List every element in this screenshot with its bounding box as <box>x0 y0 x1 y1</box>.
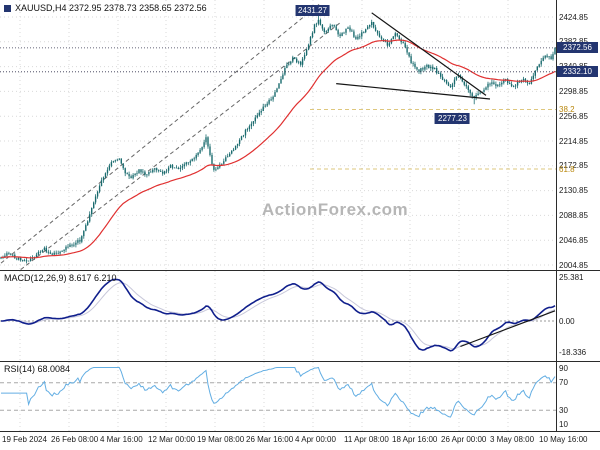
price-axis-label: 2004.85 <box>559 260 588 270</box>
macd-title: MACD(12,26,9) 8.617 6.210 <box>4 273 117 283</box>
time-axis-label: 4 Mar 16:00 <box>100 435 143 444</box>
macd-trendline <box>460 310 556 348</box>
price-annotation: 2431.27 <box>295 4 330 16</box>
rsi-axis-label: 10 <box>559 419 568 429</box>
moving-average-line <box>1 39 556 259</box>
time-axis-label: 11 Apr 08:00 <box>344 435 389 444</box>
time-axis-label: 19 Mar 08:00 <box>197 435 245 444</box>
fib-retracement-lines <box>310 109 556 170</box>
price-axis-label: 2256.85 <box>559 111 588 121</box>
price-axis-label: 2088.85 <box>559 210 588 220</box>
macd-axis-label: 25.381 <box>559 273 584 283</box>
time-axis-label: 26 Feb 08:00 <box>51 435 99 444</box>
price-annotation: 2277.23 <box>435 112 470 124</box>
chart-title: XAUUSD,H4 2372.95 2378.73 2358.65 2372.5… <box>4 3 207 13</box>
price-axis-label: 2214.85 <box>559 136 588 146</box>
candlestick-plot[interactable] <box>0 0 600 270</box>
time-axis-label: 18 Apr 16:00 <box>392 435 438 444</box>
price-axis-label: 2382.85 <box>559 37 588 46</box>
time-axis-label: 4 Apr 00:00 <box>295 435 336 444</box>
macd-axis-label: -18.336 <box>559 347 587 357</box>
fib-axis-label: 38.2 <box>559 104 575 114</box>
chart-title-text: XAUUSD,H4 2372.95 2378.73 2358.65 2372.5… <box>15 3 207 13</box>
price-marker-lines <box>0 47 556 73</box>
price-axis-label: 2046.85 <box>559 235 588 245</box>
price-marker-tag: 2372.56 <box>557 42 598 54</box>
rsi-line <box>1 366 556 418</box>
rsi-title: RSI(14) 68.0084 <box>4 364 71 374</box>
price-axis-label: 2172.85 <box>559 161 588 171</box>
candles <box>0 13 556 264</box>
time-axis-label: 10 May 16:00 <box>539 435 588 444</box>
chart-symbol-icon <box>4 4 11 12</box>
macd-signal-line <box>1 282 556 350</box>
axis-separator <box>556 0 557 432</box>
macd-plot[interactable] <box>0 271 600 361</box>
time-axis-label: 3 May 08:00 <box>490 435 535 444</box>
price-axis-label: 2130.85 <box>559 186 588 196</box>
time-axis: 19 Feb 2024 26 Feb 08:00 4 Mar 16:00 12 Mar… <box>0 432 600 450</box>
time-axis-label: 12 Mar 00:00 <box>148 435 196 444</box>
price-axis-label: 2298.85 <box>559 86 588 96</box>
rsi-indicator-panel: RSI(14) 68.0084 90 70 30 10 <box>0 362 600 432</box>
rsi-axis-label: 30 <box>559 405 568 415</box>
price-marker-tag: 2332.10 <box>557 66 598 78</box>
wedge-trendlines <box>336 12 491 100</box>
macd-main-line <box>1 278 556 352</box>
time-axis-label: 26 Mar 16:00 <box>246 435 294 444</box>
time-axis-label: 19 Feb 2024 <box>2 435 47 444</box>
price-chart-panel: XAUUSD,H4 2372.95 2378.73 2358.65 2372.5… <box>0 0 600 271</box>
dashed-channel-lines <box>0 2 341 270</box>
macd-axis-label: 0.00 <box>559 316 575 326</box>
time-axis-label: 26 Apr 00:00 <box>441 435 487 444</box>
macd-indicator-panel: MACD(12,26,9) 8.617 6.210 25.381 0.00 -18.… <box>0 271 600 362</box>
fib-axis-label: 61.8 <box>559 164 575 174</box>
rsi-axis-label: 70 <box>559 378 568 388</box>
price-axis-label: 2424.85 <box>559 12 588 22</box>
rsi-plot[interactable] <box>0 362 600 431</box>
watermark: ActionForex.com <box>261 200 409 219</box>
main-gridlines <box>0 0 556 270</box>
rsi-axis-label: 90 <box>559 364 568 374</box>
